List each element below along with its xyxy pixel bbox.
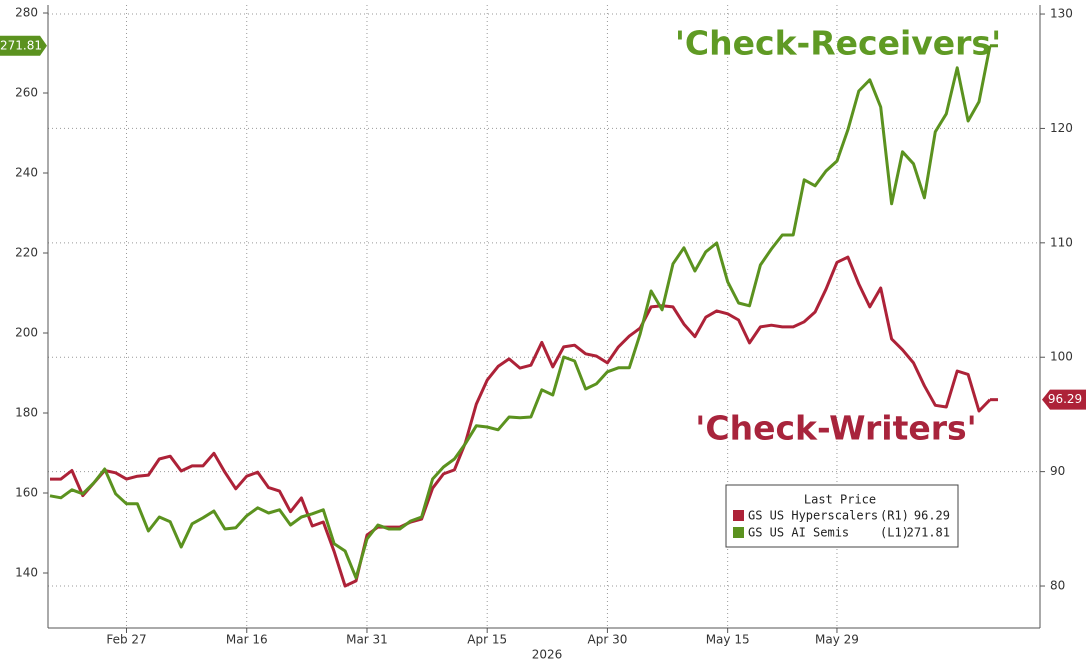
last-price-label: 271.81 <box>0 38 42 52</box>
y2-tick-label: 120 <box>1050 121 1073 135</box>
legend-value: 271.81 <box>907 526 950 540</box>
legend-title: Last Price <box>804 493 876 507</box>
x-tick-label: Mar 16 <box>226 633 268 647</box>
y2-tick-label: 90 <box>1050 464 1065 478</box>
last-price-label: 96.29 <box>1048 392 1082 406</box>
y-tick-label: 180 <box>15 406 38 420</box>
x-tick-label: May 29 <box>815 633 859 647</box>
legend-axis: (L1) <box>880 526 909 540</box>
legend-swatch <box>733 510 744 521</box>
y-tick-label: 260 <box>15 86 38 100</box>
legend-value: 96.29 <box>914 509 950 523</box>
series-line <box>50 255 992 588</box>
x-tick-label: Mar 31 <box>346 633 388 647</box>
y2-tick-label: 110 <box>1050 235 1073 249</box>
y-tick-label: 140 <box>15 566 38 580</box>
annotation: 'Check-Receivers' <box>675 24 1001 63</box>
legend-label: GS US Hyperscalers <box>748 509 878 523</box>
y-tick-label: 220 <box>15 246 38 260</box>
y-tick-label: 240 <box>15 166 38 180</box>
legend-label: GS US AI Semis <box>748 526 849 540</box>
annotation: 'Check-Writers' <box>695 409 977 448</box>
series-line <box>49 45 992 580</box>
y2-tick-label: 100 <box>1050 350 1073 364</box>
y-tick-label: 280 <box>15 6 38 20</box>
legend-box <box>725 484 959 548</box>
last-price-tag <box>0 35 47 56</box>
y-tick-label: 200 <box>15 326 38 340</box>
legend: Last Price GS US Hyperscalers (R1) 96.29 GS… <box>725 484 959 548</box>
y2-tick-label: 80 <box>1050 579 1065 593</box>
x-tick-label: Apr 30 <box>588 633 628 647</box>
x-tick-label: May 15 <box>706 633 750 647</box>
x-tick-label: Feb 27 <box>106 633 146 647</box>
y2-tick-label: 130 <box>1050 7 1073 21</box>
legend-swatch <box>733 527 744 538</box>
last-price-tag <box>1042 389 1086 410</box>
legend-axis: (R1) <box>880 509 909 523</box>
y-tick-label: 160 <box>15 486 38 500</box>
x-axis-label: 2026 <box>532 648 563 661</box>
x-tick-label: Apr 15 <box>467 633 507 647</box>
